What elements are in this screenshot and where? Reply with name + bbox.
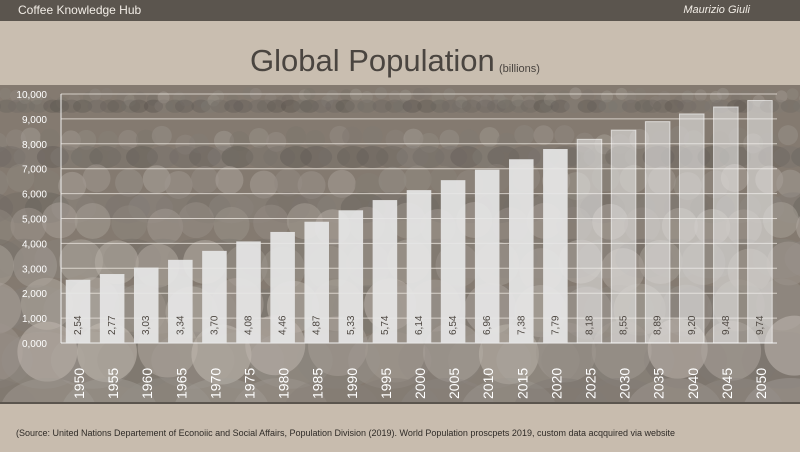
x-tick-label: 2035 xyxy=(651,368,667,399)
x-tick-label: 2040 xyxy=(685,368,701,399)
y-tick-label: 4,000 xyxy=(22,239,47,250)
footer-band: (Source: United Nations Departement of E… xyxy=(0,402,800,452)
x-tick-label: 1995 xyxy=(378,368,394,399)
y-tick-label: 5,000 xyxy=(22,215,47,226)
y-tick-label: 10,000 xyxy=(16,90,47,101)
bar-value-label: 3,34 xyxy=(175,315,186,335)
y-tick-label: 8,000 xyxy=(22,140,47,151)
bar-value-label: 7,79 xyxy=(550,315,561,335)
source-note: (Source: United Nations Departement of E… xyxy=(16,428,675,438)
x-tick-label: 1990 xyxy=(344,368,360,399)
x-tick-label: 2030 xyxy=(617,368,633,399)
x-tick-label: 1950 xyxy=(71,368,87,399)
x-tick-label: 1985 xyxy=(310,368,326,399)
bar-value-label: 3,70 xyxy=(209,315,220,335)
bar-2050 xyxy=(748,100,773,343)
bar-2020 xyxy=(543,149,568,343)
bar-value-label: 4,46 xyxy=(278,315,289,335)
x-tick-label: 2050 xyxy=(753,368,769,399)
x-tick-label: 1960 xyxy=(139,368,155,399)
x-tick-label: 2020 xyxy=(548,368,564,399)
y-tick-label: 7,000 xyxy=(22,165,47,176)
bar-value-label: 6,54 xyxy=(448,315,459,335)
bar-value-label: 8,55 xyxy=(619,315,630,335)
bar-value-label: 8,18 xyxy=(584,315,595,335)
y-tick-label: 2,000 xyxy=(22,289,47,300)
x-tick-label: 2025 xyxy=(582,368,598,399)
bar-value-label: 9,74 xyxy=(755,315,766,335)
x-tick-label: 1975 xyxy=(242,368,258,399)
y-tick-label: 0,000 xyxy=(22,339,47,350)
bar-value-label: 4,08 xyxy=(244,315,255,335)
x-tick-label: 2010 xyxy=(480,368,496,399)
bar-value-label: 9,48 xyxy=(721,315,732,335)
bar-2040 xyxy=(679,114,704,343)
bar-value-label: 4,87 xyxy=(312,315,323,335)
bar-value-label: 8,89 xyxy=(653,315,664,335)
y-tick-label: 3,000 xyxy=(22,264,47,275)
bar-value-label: 9,20 xyxy=(687,315,698,335)
bar-value-label: 6,14 xyxy=(414,315,425,335)
x-tick-label: 2045 xyxy=(719,368,735,399)
bar-2015 xyxy=(509,159,534,343)
x-tick-label: 2000 xyxy=(412,368,428,399)
bar-2025 xyxy=(577,139,602,343)
bar-value-label: 3,03 xyxy=(141,315,152,335)
bar-2030 xyxy=(611,130,636,343)
bar-value-label: 6,96 xyxy=(482,315,493,335)
x-tick-label: 1955 xyxy=(105,368,121,399)
bar-2045 xyxy=(714,107,739,343)
x-tick-label: 1965 xyxy=(173,368,189,399)
bar-chart: 0,000 1,000 2,000 3,000 4,000 5,000 6,000 7,000… xyxy=(0,0,800,402)
bar-value-label: 2,54 xyxy=(73,315,84,335)
y-tick-label: 6,000 xyxy=(22,190,47,201)
bar-value-label: 7,38 xyxy=(516,315,527,335)
x-tick-label: 2015 xyxy=(514,368,530,399)
bar-value-label: 5,74 xyxy=(380,315,391,335)
bar-value-label: 5,33 xyxy=(346,315,357,335)
x-tick-label: 2005 xyxy=(446,368,462,399)
y-tick-label: 1,000 xyxy=(22,314,47,325)
bar-2035 xyxy=(645,122,670,343)
x-tick-label: 1970 xyxy=(207,368,223,399)
x-tick-label: 1980 xyxy=(276,368,292,399)
y-tick-label: 9,000 xyxy=(22,115,47,126)
bar-value-label: 2,77 xyxy=(107,315,118,335)
